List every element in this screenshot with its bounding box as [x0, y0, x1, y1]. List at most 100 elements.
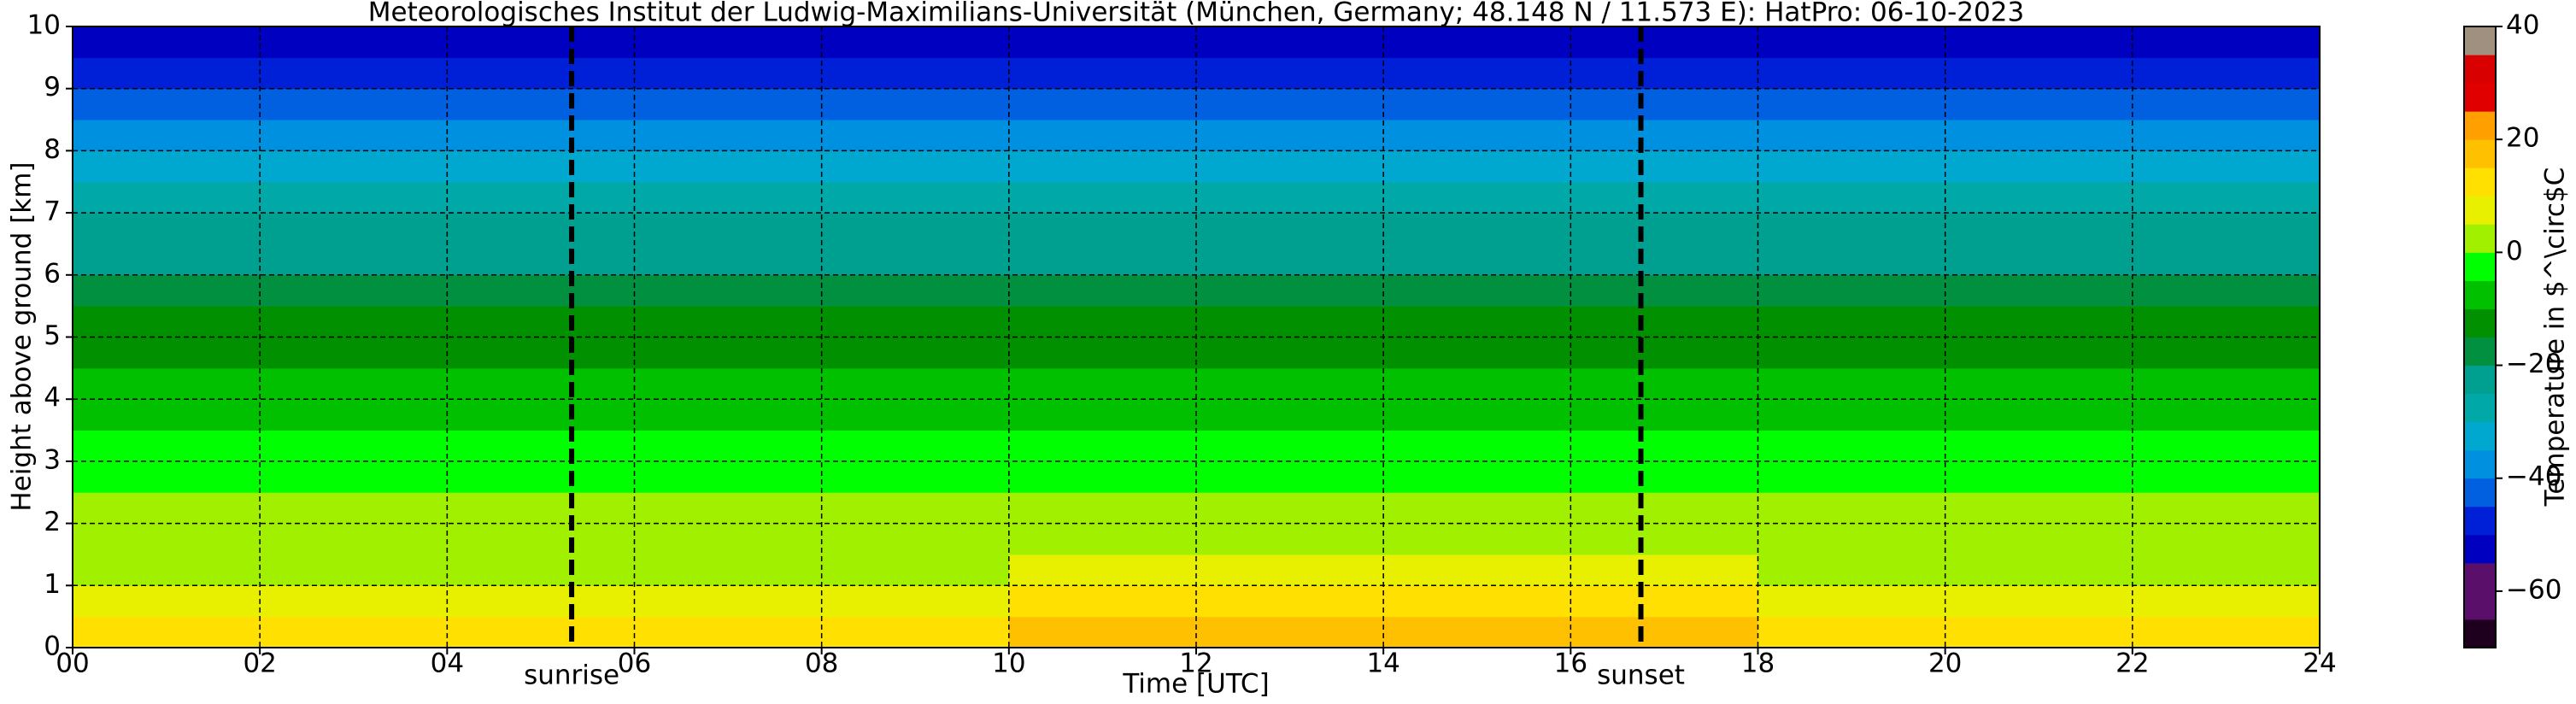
heatmap-cell — [1570, 213, 1758, 244]
heatmap-cell — [1945, 337, 2133, 369]
heatmap-cell — [2132, 554, 2321, 586]
heatmap-cell — [1196, 57, 1384, 90]
x-tick-label: 06 — [618, 648, 651, 679]
colorbar-segment — [2464, 506, 2496, 536]
heatmap-cell — [1570, 274, 1758, 307]
heatmap-cell — [2132, 57, 2321, 90]
heatmap-cell — [634, 523, 823, 555]
heatmap-cell — [2132, 367, 2321, 400]
heatmap-cell — [1945, 523, 2133, 555]
heatmap-cell — [1008, 492, 1197, 525]
y-axis-label: Height above ground [km] — [7, 161, 38, 511]
heatmap-cell — [821, 274, 1010, 307]
heatmap-cell — [1757, 181, 1946, 214]
heatmap-cell — [73, 367, 261, 400]
heatmap-cell — [1945, 26, 2133, 58]
heatmap-cell — [1570, 88, 1758, 120]
y-tick-label: 0 — [44, 631, 61, 662]
heatmap-cell — [634, 585, 823, 618]
heatmap-cell — [821, 430, 1010, 462]
heatmap-cell — [260, 523, 448, 555]
heatmap-cell — [1383, 430, 1571, 462]
y-tick-label: 8 — [44, 134, 61, 165]
heatmap-cell — [1196, 554, 1384, 586]
heatmap-cell — [447, 585, 635, 618]
heatmap-cell — [821, 337, 1010, 369]
heatmap-cell — [1570, 150, 1758, 183]
heatmap-cell — [821, 585, 1010, 618]
heatmap-cell — [260, 554, 448, 586]
heatmap-cell — [821, 616, 1010, 648]
colorbar-segment — [2464, 196, 2496, 225]
heatmap-cell — [1757, 243, 1946, 276]
heatmap-cell — [447, 213, 635, 244]
heatmap-cell — [2132, 213, 2321, 244]
heatmap-cell — [821, 306, 1010, 337]
heatmap-cell — [1383, 461, 1571, 493]
heatmap-cell — [634, 57, 823, 90]
heatmap-cell — [1945, 430, 2133, 462]
heatmap-cell — [1196, 523, 1384, 555]
annotation-label: sunrise — [524, 660, 619, 691]
heatmap-cell — [1008, 461, 1197, 493]
colorbar-segment — [2464, 421, 2496, 451]
heatmap-cell — [260, 213, 448, 244]
y-tick-label: 5 — [44, 320, 61, 351]
x-tick-label: 12 — [1179, 648, 1212, 679]
heatmap-cell — [2132, 399, 2321, 431]
heatmap-cell — [1008, 88, 1197, 120]
x-tick-label: 00 — [56, 648, 89, 679]
heatmap-cell — [1757, 213, 1946, 244]
heatmap-cell — [634, 243, 823, 276]
colorbar-segment — [2464, 139, 2496, 168]
colorbar-segment — [2464, 26, 2496, 56]
heatmap-cell — [821, 367, 1010, 400]
heatmap-cell — [634, 26, 823, 58]
heatmap-cell — [1008, 616, 1197, 648]
heatmap-cell — [1945, 181, 2133, 214]
heatmap-cell — [1757, 430, 1946, 462]
heatmap-cell — [1383, 274, 1571, 307]
heatmap-cell — [73, 274, 261, 307]
heatmap-cell — [1383, 399, 1571, 431]
heatmap-cell — [821, 243, 1010, 276]
heatmap-cell — [260, 430, 448, 462]
colorbar-tick-label: 20 — [2506, 123, 2539, 154]
heatmap-cell — [1008, 523, 1197, 555]
heatmap-cell — [1008, 243, 1197, 276]
heatmap-cell — [260, 120, 448, 151]
heatmap-cell — [1570, 399, 1758, 431]
heatmap-cell — [1945, 306, 2133, 337]
heatmap-cell — [447, 523, 635, 555]
heatmap-cell — [1570, 367, 1758, 400]
x-tick-label: 08 — [805, 648, 838, 679]
heatmap-cell — [821, 461, 1010, 493]
colorbar-segment — [2464, 308, 2496, 337]
heatmap-cell — [1757, 492, 1946, 525]
heatmap-cell — [447, 120, 635, 151]
heatmap-cell — [634, 306, 823, 337]
y-tick-label: 2 — [44, 507, 61, 537]
heatmap-cell — [1383, 337, 1571, 369]
heatmap-cell — [447, 88, 635, 120]
heatmap-cell — [73, 430, 261, 462]
heatmap-cell — [634, 213, 823, 244]
heatmap-cell — [260, 492, 448, 525]
heatmap-cell — [1757, 367, 1946, 400]
heatmap-cell — [1945, 585, 2133, 618]
heatmap-cell — [1008, 26, 1197, 58]
heatmap-cell — [260, 26, 448, 58]
heatmap-cell — [2132, 150, 2321, 183]
heatmap-cell — [73, 585, 261, 618]
heatmap-cell — [634, 492, 823, 525]
heatmap-cell — [634, 430, 823, 462]
heatmap-cell — [821, 57, 1010, 90]
heatmap-cell — [634, 337, 823, 369]
heatmap-cell — [1383, 120, 1571, 151]
heatmap-cell — [1570, 492, 1758, 525]
y-tick-label: 10 — [27, 10, 61, 41]
heatmap-cell — [447, 243, 635, 276]
heatmap-cell — [1570, 554, 1758, 586]
colorbar-tick-label: −20 — [2506, 349, 2561, 379]
